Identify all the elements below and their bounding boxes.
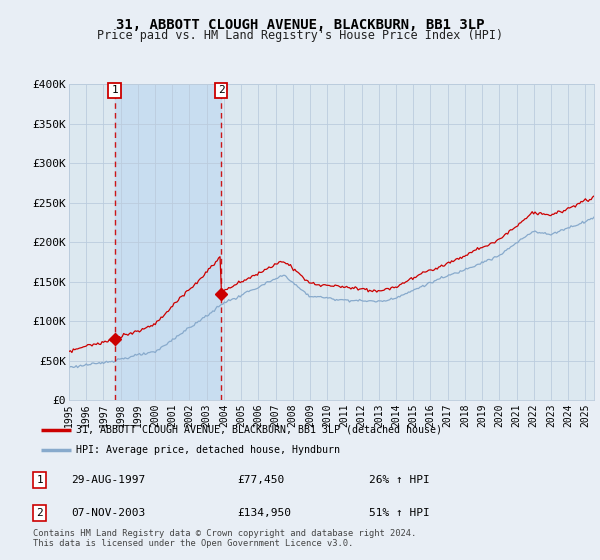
Text: 1: 1: [111, 85, 118, 95]
Text: Price paid vs. HM Land Registry's House Price Index (HPI): Price paid vs. HM Land Registry's House …: [97, 29, 503, 42]
Text: 51% ↑ HPI: 51% ↑ HPI: [368, 508, 429, 518]
Text: 29-AUG-1997: 29-AUG-1997: [71, 475, 145, 486]
Text: £77,450: £77,450: [238, 475, 285, 486]
Bar: [115, 84, 221, 400]
Text: HPI: Average price, detached house, Hyndburn: HPI: Average price, detached house, Hynd…: [76, 445, 340, 455]
Text: 26% ↑ HPI: 26% ↑ HPI: [368, 475, 429, 486]
Text: 07-NOV-2003: 07-NOV-2003: [71, 508, 145, 518]
Text: 1: 1: [37, 475, 43, 486]
Text: 2: 2: [37, 508, 43, 518]
Text: £134,950: £134,950: [238, 508, 292, 518]
Text: 2: 2: [218, 85, 225, 95]
Text: 31, ABBOTT CLOUGH AVENUE, BLACKBURN, BB1 3LP (detached house): 31, ABBOTT CLOUGH AVENUE, BLACKBURN, BB1…: [76, 424, 442, 435]
Text: Contains HM Land Registry data © Crown copyright and database right 2024.
This d: Contains HM Land Registry data © Crown c…: [33, 529, 416, 548]
Text: 31, ABBOTT CLOUGH AVENUE, BLACKBURN, BB1 3LP: 31, ABBOTT CLOUGH AVENUE, BLACKBURN, BB1…: [116, 18, 484, 32]
